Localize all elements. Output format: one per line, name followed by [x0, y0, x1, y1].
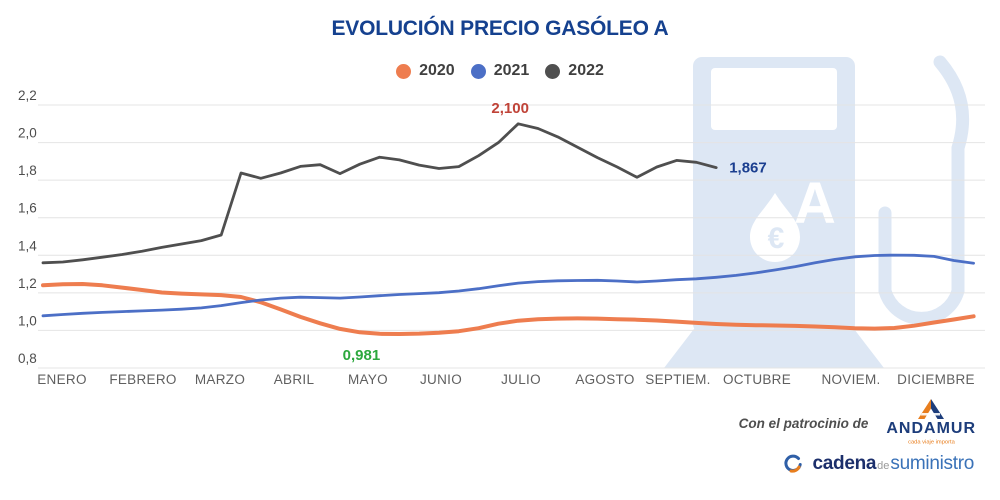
y-axis-tick: 2,2	[18, 88, 37, 103]
x-axis-month: MAYO	[348, 372, 388, 387]
x-axis-month: JULIO	[501, 372, 541, 387]
annotation-1,867: 1,867	[729, 160, 767, 177]
y-axis-tick: 2,0	[18, 126, 37, 141]
y-axis-tick: 1,0	[18, 313, 37, 328]
cadena-logo: cadenadesuministro	[783, 453, 974, 475]
euro-droplet-icon	[750, 193, 800, 262]
x-axis-month: AGOSTO	[575, 372, 634, 387]
x-axis-month: FEBRERO	[109, 372, 176, 387]
line-2022	[41, 122, 718, 265]
fuel-pump-watermark: € A	[664, 55, 970, 368]
euro-symbol: €	[768, 222, 785, 255]
annotation-2,100: 2,100	[491, 100, 529, 117]
line-2020	[41, 282, 976, 336]
y-axis-tick: 1,8	[18, 163, 37, 178]
y-axis-tick: 1,6	[18, 201, 37, 216]
x-axis-month: DICIEMBRE	[897, 372, 975, 387]
pump-hose	[878, 55, 970, 325]
annotation-0,981: 0,981	[343, 347, 381, 364]
legend-dot-2022	[545, 63, 561, 79]
x-axis-month: OCTUBRE	[723, 372, 791, 387]
legend-label-2021: 2021	[493, 62, 530, 79]
y-axis-tick: 1,4	[18, 238, 37, 253]
x-axis-month: ABRIL	[274, 372, 315, 387]
x-axis-month: NOVIEM.	[821, 372, 880, 387]
cadena-word1: cadena	[812, 453, 877, 474]
x-axis-month: SEPTIEM.	[645, 372, 710, 387]
x-axis-month: MARZO	[195, 372, 245, 387]
legend-label-2022: 2022	[568, 62, 604, 79]
andamur-logo: ANDAMUR cada viaje importa	[886, 399, 976, 447]
legend-dot-2021	[470, 63, 486, 79]
sponsor-row: Con el patrocinio de ANDAMUR cada viaje …	[739, 399, 976, 447]
legend-item-2020: 2020	[396, 62, 455, 80]
letter-a-watermark: A	[794, 171, 836, 236]
y-axis-tick: 1,2	[18, 276, 37, 291]
plot-layer: 0,8 1,0 1,2 1,4 1,6 1,8 2,0 2,2 ENERO FEBRERO MARZ…	[18, 88, 985, 387]
andamur-tagline: cada viaje importa	[907, 438, 955, 445]
cadena-word3: suministro	[890, 453, 974, 474]
cadena-word2: de	[877, 460, 890, 472]
line-2021	[41, 253, 975, 318]
legend-item-2021: 2021	[470, 62, 530, 80]
andamur-mark-icon	[918, 399, 945, 419]
y-axis-tick: 0,8	[18, 351, 37, 366]
legend-label-2020: 2020	[419, 62, 455, 79]
x-axis-month: ENERO	[37, 372, 87, 387]
legend-item-2022: 2022	[545, 62, 604, 80]
legend-dot-2020	[396, 63, 412, 79]
x-axis-month: JUNIO	[420, 372, 462, 387]
andamur-name: ANDAMUR	[886, 420, 976, 437]
legend: 2020 2021 2022	[0, 62, 1000, 80]
cadena-icon	[784, 454, 803, 473]
patrocinio-text: Con el patrocinio de	[738, 415, 869, 431]
chart-title: EVOLUCIÓN PRECIO GASÓLEO A	[331, 17, 669, 40]
